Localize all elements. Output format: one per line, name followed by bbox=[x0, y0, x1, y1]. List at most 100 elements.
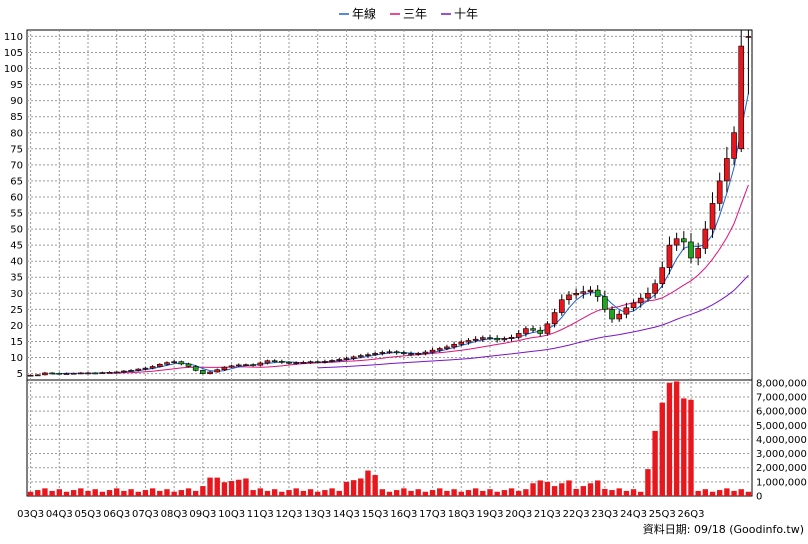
candle-body bbox=[508, 336, 515, 339]
volume-bar bbox=[329, 488, 335, 496]
volume-bar bbox=[372, 475, 378, 496]
x-tick-label: 15Q3 bbox=[362, 509, 389, 520]
volume-bar bbox=[250, 490, 256, 496]
candle-body bbox=[709, 203, 716, 230]
x-tick-label: 14Q3 bbox=[333, 509, 360, 520]
candle-body bbox=[228, 365, 235, 368]
volume-bar bbox=[200, 486, 206, 496]
volume-bar bbox=[192, 490, 199, 496]
legend-label: 十年 bbox=[454, 7, 478, 21]
volume-tick-label: 8,000,000 bbox=[756, 378, 807, 389]
candle-body bbox=[436, 348, 443, 351]
x-tick-label: 13Q3 bbox=[304, 509, 331, 520]
volume-bar bbox=[731, 490, 737, 496]
candle-body bbox=[121, 370, 127, 373]
candle-body bbox=[250, 364, 256, 366]
x-tick-label: 10Q3 bbox=[218, 509, 245, 520]
price-tick-label: 35 bbox=[10, 273, 23, 284]
volume-bar bbox=[551, 486, 558, 496]
volume-bar bbox=[128, 489, 134, 496]
price-tick-label: 95 bbox=[10, 80, 23, 91]
volume-bar bbox=[42, 488, 48, 496]
candle-body bbox=[185, 363, 192, 367]
price-tick-label: 60 bbox=[10, 192, 23, 203]
candle-body bbox=[472, 338, 479, 341]
volume-bar bbox=[236, 479, 242, 496]
candle-body bbox=[279, 361, 285, 363]
volume-bar bbox=[135, 491, 141, 496]
volume-bar bbox=[573, 488, 579, 496]
legend-label: 三年 bbox=[403, 7, 427, 21]
volume-bar bbox=[523, 489, 529, 496]
volume-bar bbox=[63, 491, 70, 496]
volume-bar bbox=[429, 490, 436, 496]
candle-body bbox=[221, 366, 228, 371]
candle-body bbox=[652, 283, 658, 294]
volume-bar bbox=[149, 488, 156, 496]
volume-bar bbox=[114, 488, 120, 496]
volume-bar bbox=[688, 399, 694, 496]
volume-bar bbox=[70, 490, 77, 496]
volume-bar bbox=[207, 477, 213, 496]
volume-bar bbox=[422, 491, 429, 496]
candle-body bbox=[214, 369, 221, 373]
volume-bar bbox=[214, 477, 220, 496]
x-tick-label: 24Q3 bbox=[620, 509, 647, 520]
candle-body bbox=[738, 45, 745, 150]
candle-body bbox=[530, 328, 536, 331]
volume-bar bbox=[315, 491, 321, 496]
candle-body bbox=[99, 372, 106, 374]
volume-tick-label: 5,000,000 bbox=[756, 421, 807, 432]
volume-bar bbox=[501, 490, 508, 496]
volume-bar bbox=[142, 490, 149, 496]
candle-body bbox=[56, 372, 63, 375]
candle-body bbox=[623, 307, 630, 315]
volume-bar bbox=[393, 490, 400, 496]
volume-bar bbox=[49, 490, 55, 496]
candle-body bbox=[307, 361, 314, 363]
ma-year-line bbox=[52, 93, 749, 375]
candle-body bbox=[379, 352, 386, 354]
volume-tick-label: 4,000,000 bbox=[756, 435, 807, 446]
candle-body bbox=[558, 299, 565, 313]
candle-body bbox=[34, 374, 41, 377]
volume-tick-label: 0 bbox=[756, 492, 762, 503]
price-tick-label: 15 bbox=[10, 337, 23, 348]
price-tick-label: 105 bbox=[4, 48, 23, 59]
volume-bar bbox=[745, 491, 752, 496]
volume-bar bbox=[257, 488, 263, 496]
candle-body bbox=[731, 132, 737, 159]
volume-bar bbox=[537, 480, 543, 496]
volume-bar bbox=[724, 488, 730, 496]
volume-bar bbox=[271, 489, 278, 496]
volume-bar bbox=[358, 478, 364, 496]
volume-bar bbox=[228, 481, 235, 496]
volume-bar bbox=[709, 491, 716, 496]
volume-bar bbox=[544, 481, 551, 496]
volume-tick-label: 3,000,000 bbox=[756, 449, 807, 460]
volume-bar bbox=[652, 430, 658, 496]
candle-body bbox=[544, 323, 551, 334]
price-tick-label: 5 bbox=[17, 369, 23, 380]
x-tick-label: 17Q3 bbox=[419, 509, 446, 520]
ma-10y-line bbox=[317, 275, 749, 369]
x-tick-label: 20Q3 bbox=[505, 509, 532, 520]
volume-bar bbox=[666, 382, 673, 496]
candle-body bbox=[70, 372, 77, 375]
volume-bar bbox=[336, 490, 342, 496]
candle-body bbox=[408, 353, 414, 355]
volume-bar bbox=[279, 491, 285, 496]
candle-body bbox=[343, 358, 350, 360]
volume-bar bbox=[717, 490, 723, 496]
candle-body bbox=[637, 297, 644, 304]
candle-body bbox=[92, 372, 99, 375]
footer-note: 資料日期: 09/18 (Goodinfo.tw) bbox=[643, 522, 804, 536]
volume-bar bbox=[508, 488, 515, 496]
volume-bar bbox=[623, 490, 630, 496]
x-tick-label: 11Q3 bbox=[247, 509, 274, 520]
candle-body bbox=[314, 361, 321, 363]
price-tick-label: 65 bbox=[10, 176, 23, 187]
volume-bar bbox=[56, 489, 62, 496]
volume-bar bbox=[386, 491, 393, 496]
